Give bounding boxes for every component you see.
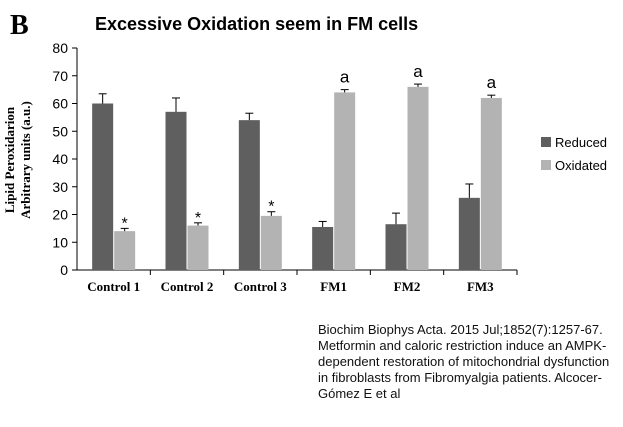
y-tick-label: 60	[52, 96, 68, 112]
legend-swatch-reduced	[541, 137, 551, 147]
significance-annotation: *	[268, 199, 274, 216]
caption-line: Biochim Biophys Acta. 2015 Jul;1852(7):1…	[318, 322, 603, 337]
legend: Reduced Oxidated	[541, 135, 607, 173]
panel-letter: B	[10, 10, 29, 41]
bar-oxidated	[260, 215, 282, 270]
y-tick-label: 30	[52, 179, 68, 195]
significance-annotation: *	[122, 215, 128, 232]
legend-swatch-oxidated	[541, 160, 551, 170]
bar-reduced	[165, 111, 187, 270]
y-tick-label: 50	[52, 123, 68, 139]
bar-reduced	[92, 103, 114, 270]
y-tick-label: 40	[52, 151, 68, 167]
bar-reduced	[312, 226, 334, 270]
y-axis-label-line-1: Lipid Peroxidarion	[2, 106, 17, 213]
caption-line: Gómez E et al	[318, 386, 401, 401]
bar-oxidated	[187, 225, 209, 270]
bar-oxidated	[334, 92, 356, 271]
x-category-label: FM2	[394, 279, 421, 294]
bar-reduced	[238, 120, 260, 271]
bar-oxidated	[480, 97, 502, 270]
significance-annotation: a	[413, 62, 423, 81]
bar-reduced	[458, 197, 480, 270]
bar-oxidated	[114, 231, 136, 270]
bar-reduced	[385, 224, 407, 270]
chart-title: Excessive Oxidation seem in FM cells	[95, 14, 418, 34]
significance-annotation: a	[487, 73, 497, 92]
legend-label-reduced: Reduced	[555, 135, 607, 150]
x-category-label: FM1	[320, 279, 347, 294]
y-tick-label: 80	[52, 40, 68, 56]
citation-caption: Biochim Biophys Acta. 2015 Jul;1852(7):1…	[318, 322, 618, 402]
significance-annotation: *	[195, 210, 201, 227]
x-category-label: Control 2	[161, 279, 214, 294]
x-category-label: Control 1	[87, 279, 140, 294]
y-tick-label: 10	[52, 234, 68, 250]
caption-line: Metformin and caloric restriction induce…	[318, 338, 607, 353]
y-axis-label-line-2: Arbitrary units (a.u.)	[18, 101, 33, 219]
y-tick-label: 20	[52, 207, 68, 223]
x-category-label: Control 3	[234, 279, 287, 294]
caption-line: in fibroblasts from Fibromyalgia patient…	[318, 370, 602, 385]
legend-label-oxidated: Oxidated	[555, 158, 607, 173]
y-tick-label: 70	[52, 68, 68, 84]
caption-line: dependent restoration of mitochondrial d…	[318, 354, 610, 369]
plot-area: 0 10 20 30 40 50 60 70 80 Control 1 * Control 2 * Con…	[52, 40, 518, 294]
bar-oxidated	[407, 86, 429, 270]
x-category-label: FM3	[467, 279, 494, 294]
significance-annotation: a	[340, 68, 350, 87]
y-tick-label: 0	[60, 262, 68, 278]
